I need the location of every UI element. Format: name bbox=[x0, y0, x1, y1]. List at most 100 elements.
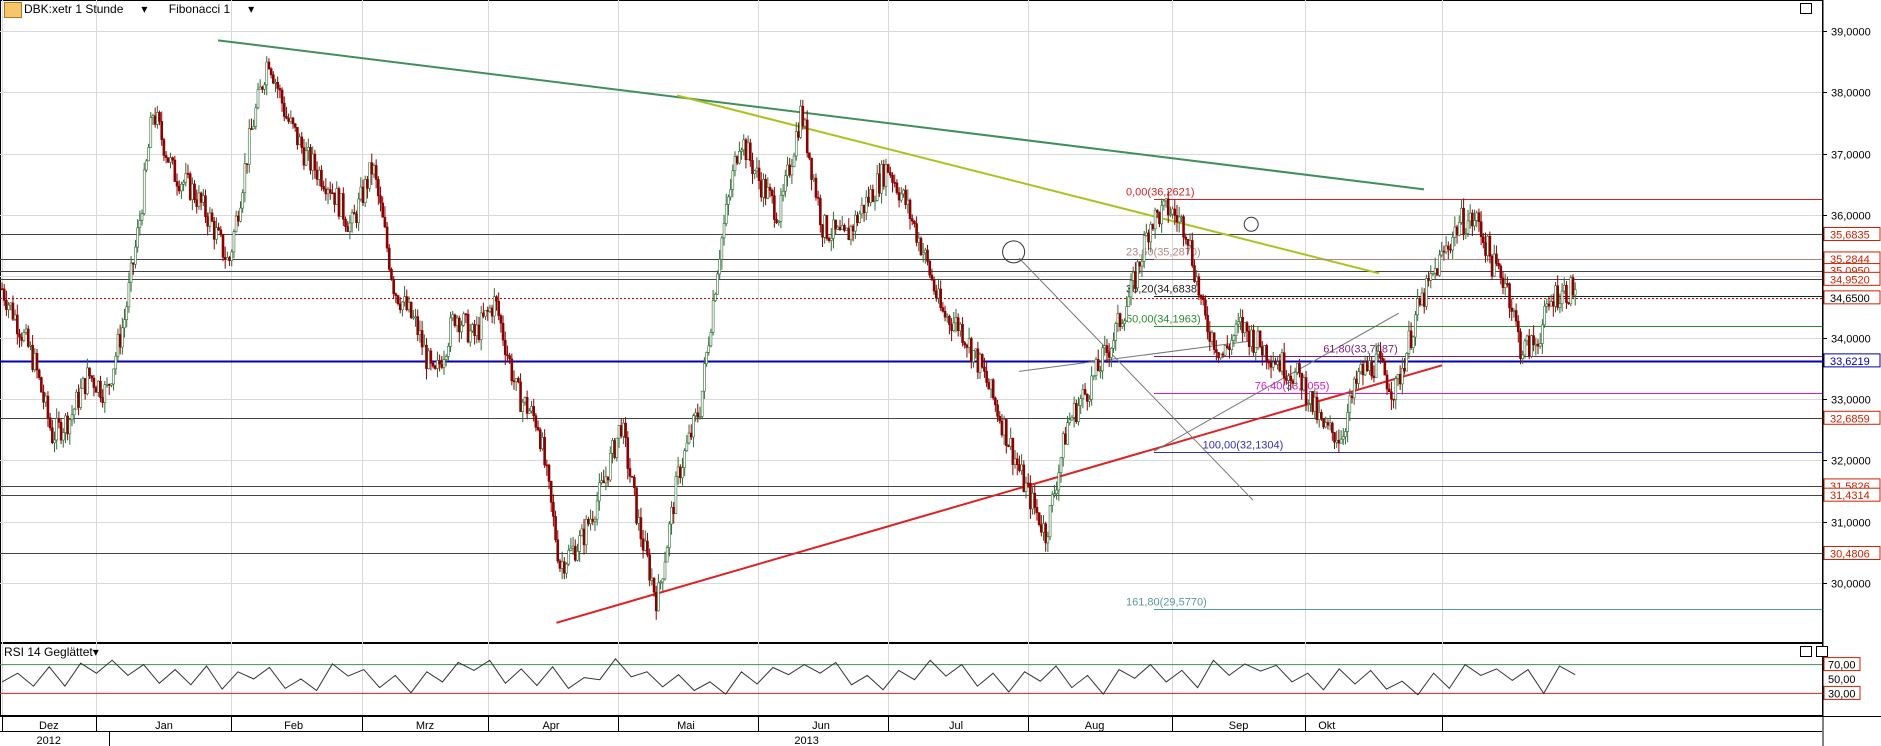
candle-body bbox=[1405, 352, 1409, 372]
candle-body bbox=[1177, 216, 1181, 223]
candle-body bbox=[930, 274, 934, 280]
candle-body bbox=[438, 360, 441, 365]
candle-body bbox=[1571, 277, 1575, 296]
candle-body bbox=[1053, 493, 1056, 496]
candle-body bbox=[1341, 436, 1345, 440]
candle-body bbox=[545, 464, 549, 467]
y-tick-label: 36,0000 bbox=[1831, 211, 1871, 223]
price-axis-box bbox=[1823, 410, 1881, 425]
candle-body bbox=[600, 480, 603, 484]
candle-body bbox=[674, 476, 678, 515]
candle-body bbox=[1118, 313, 1122, 327]
candle-body bbox=[786, 164, 789, 177]
candle-body bbox=[1355, 378, 1358, 384]
red-trendline bbox=[556, 364, 1443, 624]
fib-level-label: 76,40(33,1055) bbox=[1255, 381, 1330, 393]
candle-body bbox=[322, 186, 325, 190]
candle-body bbox=[602, 480, 606, 484]
candle-body bbox=[932, 279, 936, 292]
symbol-dropdown[interactable]: DBK:xetr 1 Stunde ▾ bbox=[24, 2, 148, 16]
candle-body bbox=[639, 517, 643, 540]
price-axis-label: 32,6859 bbox=[1830, 413, 1870, 425]
candle-body bbox=[1411, 336, 1415, 349]
fib-level-label: 161,80(29,5770) bbox=[1126, 597, 1207, 609]
price-axis-box bbox=[1823, 271, 1881, 286]
candle-body bbox=[1514, 310, 1518, 322]
candle-body bbox=[687, 432, 691, 444]
candle-body bbox=[913, 220, 916, 224]
candle-body bbox=[1379, 351, 1382, 359]
candle-body bbox=[403, 296, 406, 303]
candle-body bbox=[269, 68, 273, 76]
candle-body bbox=[939, 288, 942, 308]
candle-body bbox=[223, 257, 227, 261]
candle-body bbox=[473, 324, 476, 337]
candle-body bbox=[563, 561, 566, 574]
candle-body bbox=[61, 432, 65, 441]
candle-body bbox=[1306, 403, 1310, 405]
candle-body bbox=[1444, 245, 1448, 253]
candle-body bbox=[501, 322, 505, 341]
candle-body bbox=[195, 199, 199, 207]
candle-body bbox=[1482, 236, 1485, 243]
candle-body bbox=[75, 391, 78, 410]
candle-body bbox=[521, 401, 525, 412]
candle-body bbox=[1567, 302, 1570, 305]
candle-body bbox=[823, 215, 827, 238]
candle-body bbox=[311, 153, 315, 171]
candle-body bbox=[1094, 359, 1098, 377]
candle-body bbox=[972, 350, 975, 363]
x-month-label: Okt bbox=[1318, 720, 1335, 732]
candle-body bbox=[1484, 242, 1487, 256]
candle-body bbox=[1440, 250, 1444, 256]
candle-body bbox=[1407, 330, 1411, 354]
candle-body bbox=[1534, 343, 1538, 346]
candle-body bbox=[991, 379, 995, 399]
y-tick-label: 32,0000 bbox=[1831, 456, 1871, 468]
candle-body bbox=[1525, 335, 1529, 342]
candle-body bbox=[145, 160, 148, 171]
candle-body bbox=[1158, 212, 1161, 225]
rsi-axis-box bbox=[1823, 657, 1861, 672]
candle-body bbox=[810, 157, 813, 180]
candle-body bbox=[698, 416, 702, 418]
candle-body bbox=[746, 142, 750, 160]
candle-body bbox=[1381, 358, 1384, 362]
candle-body bbox=[1219, 353, 1223, 359]
rsi-dropdown[interactable]: RSI 14 Geglättet▾ bbox=[4, 645, 99, 659]
candle-body bbox=[1230, 340, 1233, 350]
candle-body bbox=[985, 371, 988, 383]
indicator-dropdown[interactable]: Fibonacci 1 ▾ bbox=[168, 2, 255, 16]
candle-body bbox=[186, 173, 190, 175]
candle-body bbox=[256, 89, 260, 109]
candle-body bbox=[1510, 307, 1514, 312]
candle-body bbox=[307, 147, 310, 151]
price-axis-label: 35,6835 bbox=[1830, 229, 1870, 241]
candle-body bbox=[514, 378, 518, 383]
candle-body bbox=[987, 382, 991, 390]
candle-body bbox=[331, 192, 334, 195]
candle-body bbox=[1337, 440, 1341, 444]
candle-body bbox=[1002, 419, 1006, 436]
maximize-icon[interactable] bbox=[1800, 3, 1812, 14]
candle-body bbox=[582, 528, 586, 546]
candle-body bbox=[1396, 374, 1400, 379]
candle-body bbox=[917, 237, 921, 243]
candle-body bbox=[1077, 405, 1080, 422]
candle-body bbox=[864, 196, 868, 213]
candle-body bbox=[377, 179, 380, 197]
candle-body bbox=[1291, 380, 1295, 384]
candle-body bbox=[1037, 512, 1041, 525]
candle-body bbox=[1013, 458, 1017, 465]
candle-body bbox=[379, 195, 382, 204]
candle-body bbox=[1503, 283, 1507, 288]
candle-body bbox=[1245, 322, 1249, 332]
candle-body bbox=[1234, 323, 1238, 336]
candle-body bbox=[626, 437, 630, 469]
close-rsi-icon[interactable] bbox=[1816, 646, 1828, 657]
candle-body bbox=[1018, 464, 1021, 471]
maximize-rsi-icon[interactable] bbox=[1800, 646, 1812, 657]
candle-body bbox=[790, 166, 794, 176]
candle-body bbox=[77, 391, 80, 408]
